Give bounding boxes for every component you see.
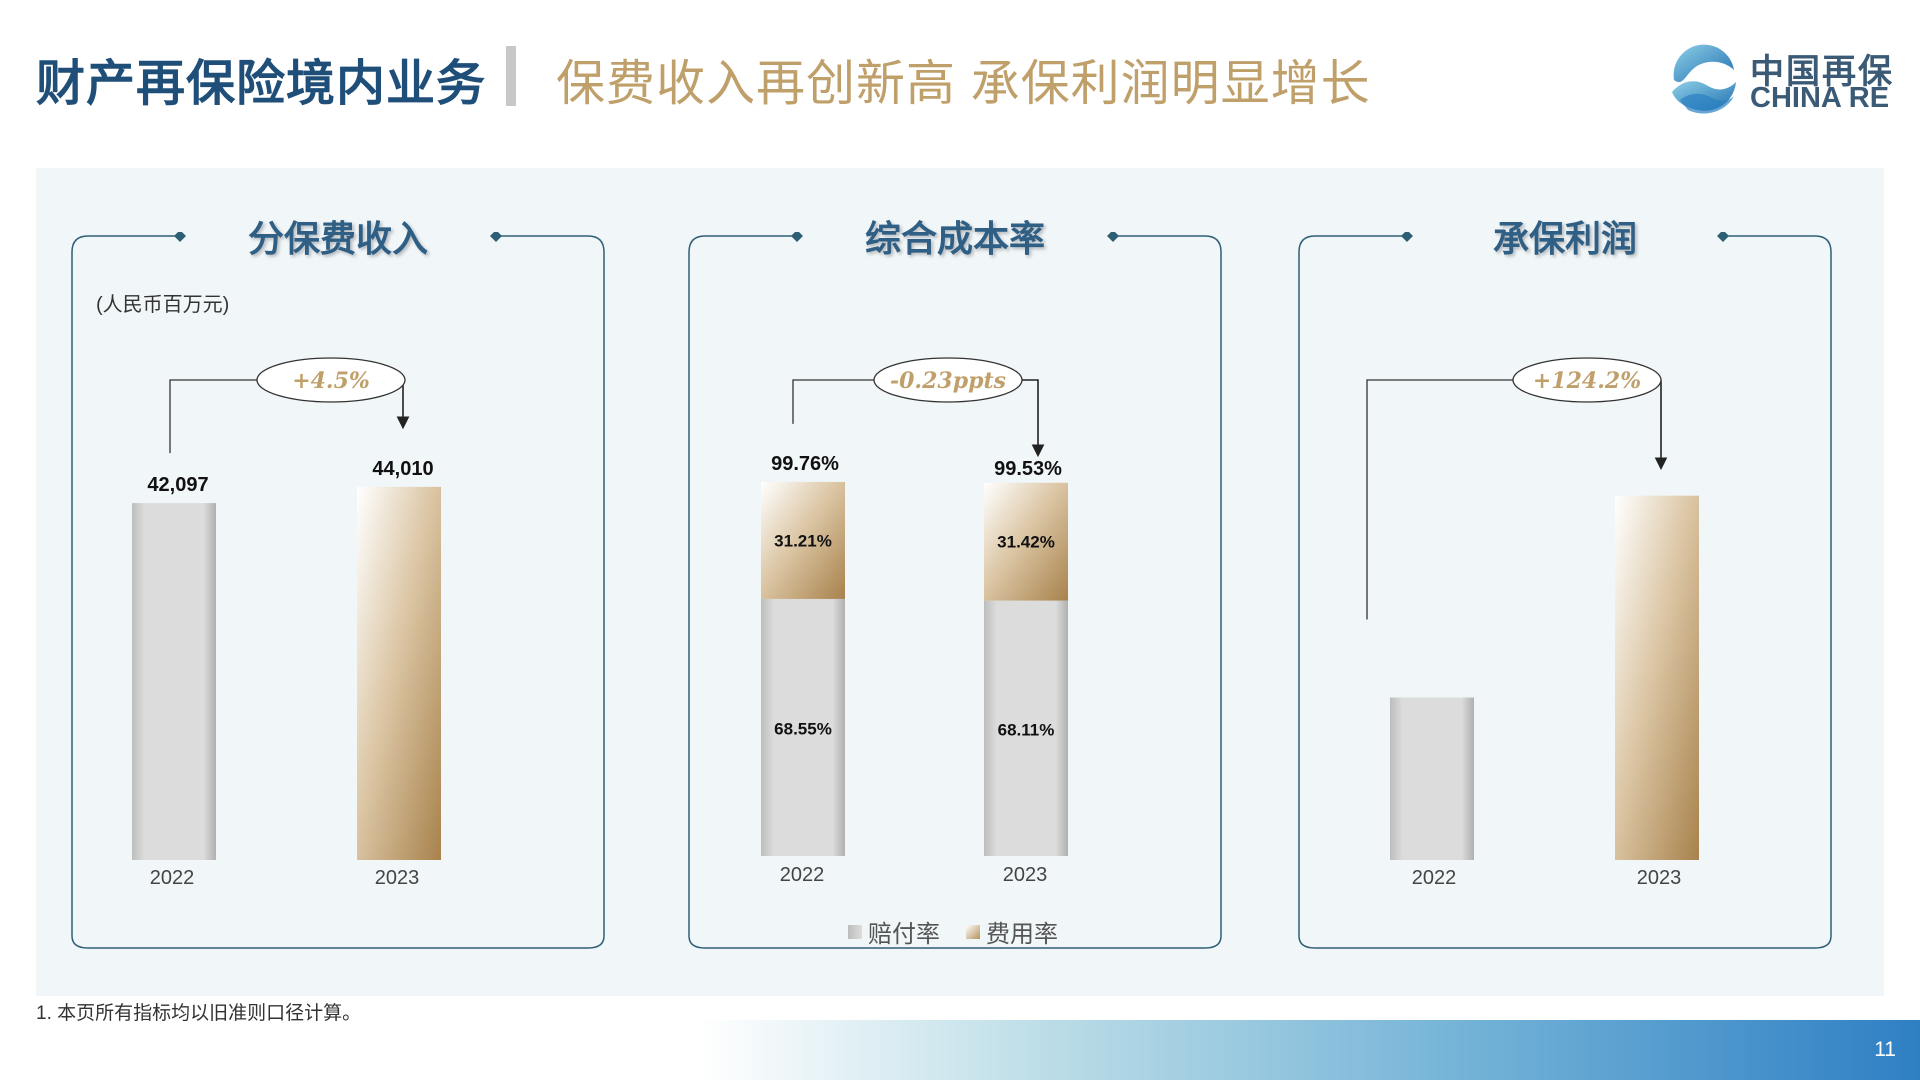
china-re-logo: 中国再保 CHINA RE xyxy=(1664,40,1894,120)
bar-loss-ratio-2023 xyxy=(984,600,1068,856)
change-bracket-left-premium xyxy=(169,379,257,454)
x-tick-profit-2023: 2023 xyxy=(1637,867,1682,889)
segment-label-expense-2023: 31.42% xyxy=(997,533,1055,552)
bar-expense-ratio-2023 xyxy=(984,482,1068,601)
change-ellipse-ratio xyxy=(873,357,1023,403)
legend-swatch-grey xyxy=(848,924,862,939)
change-bracket-left-profit xyxy=(1366,379,1513,620)
bar-profit-2023 xyxy=(1615,495,1699,860)
chart-title-ratio: 综合成本率 xyxy=(864,218,1045,259)
legend-label-loss-ratio: 赔付率 xyxy=(868,921,940,948)
page-subtitle: 保费收入再创新高 承保利润明显增长 xyxy=(556,57,1371,111)
x-tick-premium-2022: 2022 xyxy=(150,867,195,889)
total-label-2023: 99.53% xyxy=(994,458,1062,480)
value-label-premium-2023: 44,010 xyxy=(372,458,433,480)
logo-text-cn: 中国再保 xyxy=(1750,53,1894,91)
change-arrow-premium xyxy=(396,379,410,430)
panel-ratio-frame xyxy=(685,232,1225,952)
change-bracket-left-ratio xyxy=(792,379,874,424)
logo-text-en: CHINA RE xyxy=(1750,82,1890,114)
segment-label-loss-2023: 68.11% xyxy=(998,720,1055,739)
segment-label-loss-2022: 68.55% xyxy=(774,719,832,738)
title-separator xyxy=(506,46,516,106)
change-ellipse-premium xyxy=(256,357,406,403)
legend-item-loss-ratio: 赔付率 xyxy=(848,914,940,949)
chart-title-profit: 承保利润 xyxy=(1492,218,1637,259)
bar-loss-ratio-2022 xyxy=(761,598,845,856)
change-arrow-ratio xyxy=(1022,379,1045,458)
panel-premium-frame xyxy=(68,232,608,952)
unit-label: (人民币百万元) xyxy=(96,294,230,316)
wave-logo-icon xyxy=(1672,44,1736,114)
bar-expense-ratio-2022 xyxy=(761,481,845,599)
x-tick-ratio-2022: 2022 xyxy=(780,864,825,886)
bar-premium-2022 xyxy=(132,503,216,860)
change-label-profit: +124.2% xyxy=(1533,368,1641,394)
page-title: 财产再保险境内业务 xyxy=(36,57,487,111)
page-number: 11 xyxy=(1874,1038,1896,1061)
change-label-ratio: -0.23ppts xyxy=(890,368,1006,394)
chart-legend: 赔付率 费用率 xyxy=(848,914,1058,949)
bar-premium-2023 xyxy=(357,486,441,860)
segment-label-expense-2022: 31.21% xyxy=(774,531,832,550)
bar-profit-2022 xyxy=(1390,697,1474,860)
change-label-premium: +4.5% xyxy=(292,368,370,394)
legend-label-expense-ratio: 费用率 xyxy=(986,921,1058,948)
footer-gradient-bar xyxy=(700,1020,1920,1080)
content-area xyxy=(36,168,1884,996)
legend-swatch-gold xyxy=(966,924,980,939)
x-tick-ratio-2023: 2023 xyxy=(1003,864,1048,886)
legend-item-expense-ratio: 费用率 xyxy=(966,914,1058,949)
value-label-premium-2022: 42,097 xyxy=(147,474,208,496)
chart-title-premium: 分保费收入 xyxy=(247,218,428,259)
change-ellipse-profit xyxy=(1512,357,1662,403)
panel-profit-frame xyxy=(1295,232,1835,952)
x-tick-premium-2023: 2023 xyxy=(375,867,420,889)
footnote: 1. 本页所有指标均以旧准则口径计算。 xyxy=(36,1003,362,1024)
total-label-2022: 99.76% xyxy=(771,453,839,475)
x-tick-profit-2022: 2022 xyxy=(1412,867,1457,889)
